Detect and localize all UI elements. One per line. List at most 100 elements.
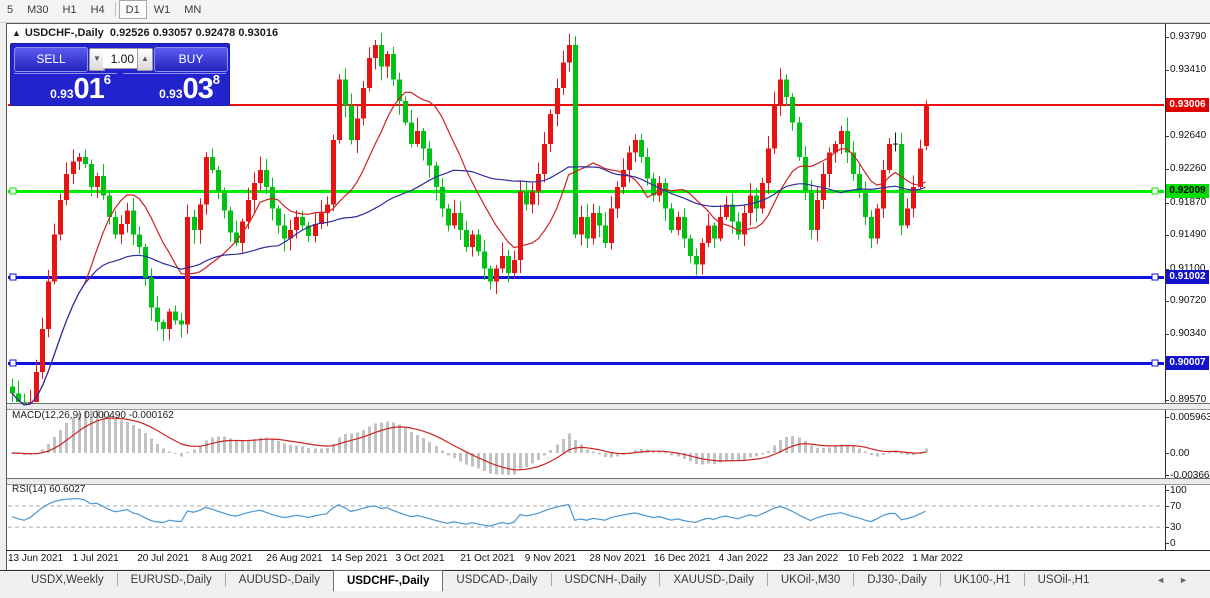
date-axis-label: 28 Nov 2021 [589,553,647,564]
chart-tab-audusd-daily[interactable]: AUDUSD-,Daily [238,574,320,586]
sell-price-display[interactable]: 0.93016 [14,73,117,105]
chart-tab-uk100-h1[interactable]: UK100-,H1 [953,574,1011,586]
macd-axis-tick [1165,417,1169,418]
one-click-collapse-icon[interactable]: ▲ [12,28,21,38]
chart-tab-bar: USDX,Weekly EURUSD-,Daily AUDUSD-,Daily USD… [0,570,1210,593]
rsi-indicator-label: RSI(14) 60.6027 [12,484,85,495]
window-bottom-border [6,550,1210,551]
date-axis-label: 3 Oct 2021 [395,553,445,564]
chart-symbol-period: USDCHF-,Daily [24,27,104,39]
chart-tab-usdcad-daily[interactable]: USDCAD-,Daily [456,574,538,586]
chart-tab-eurusd-daily[interactable]: EURUSD-,Daily [130,574,212,586]
rsi-axis-tick [1165,543,1169,544]
date-axis-label: 23 Jan 2022 [783,553,839,564]
timeframe-toolbar: 5 M30 H1 H4 D1 W1 MN [0,0,1210,23]
timeframe-button-w1[interactable]: W1 [153,4,171,16]
sell-button[interactable]: SELL [14,47,88,72]
price-axis-label: 0.93790 [1170,31,1207,42]
rsi-pane-splitter[interactable] [7,478,1210,485]
volume-input[interactable] [103,48,137,69]
macd-indicator-label: MACD(12,26,9) 0.000490 -0.000162 [12,410,174,421]
tab-separator [550,573,552,587]
hline-anchor[interactable] [9,187,17,195]
price-axis-label: 0.92260 [1170,163,1207,174]
date-axis-label: 26 Aug 2021 [266,553,323,564]
hline-0.90007[interactable] [8,362,1164,365]
date-axis-label: 1 Mar 2022 [912,553,963,564]
price-line-badge-0.93006: 0.93006 [1166,98,1209,112]
chart-tab-dj30-daily[interactable]: DJ30-,Daily [867,574,927,586]
timeframe-button-d1[interactable]: D1 [118,0,147,19]
rsi-axis-label: 30 [1170,522,1182,533]
buy-price-big-digits: 03 [182,73,214,105]
chart-tab-usdcnh-daily[interactable]: USDCNH-,Daily [564,574,647,586]
macd-axis-label: 0.00 [1170,448,1190,459]
tab-separator [939,573,941,587]
buy-price-pip-digit: 8 [212,73,220,87]
price-line-badge-0.92009: 0.92009 [1166,184,1209,198]
date-axis-label: 9 Nov 2021 [524,553,576,564]
date-axis-label: 14 Sep 2021 [331,553,388,564]
chart-tab-usdchf-daily[interactable]: USDCHF-,Daily [332,570,444,591]
tab-scroll-right-icon[interactable]: ► [1179,575,1202,585]
price-axis-tick [1165,203,1169,204]
rsi-axis-tick [1165,490,1169,491]
hline-anchor[interactable] [1151,359,1159,367]
chart-tab-xauusd-daily[interactable]: XAUUSD-,Daily [673,574,754,586]
macd-signal-line [11,417,926,471]
hline-anchor[interactable] [9,359,17,367]
hline-anchor[interactable] [9,273,17,281]
price-axis-tick [1165,235,1169,236]
date-axis-label: 1 Jul 2021 [72,553,119,564]
macd-main-value: 0.000490 [84,410,126,421]
hline-0.92009[interactable] [8,190,1164,193]
volume-increase-button[interactable]: ▲ [137,48,153,71]
tab-separator [224,573,226,587]
price-axis-tick [1165,269,1169,270]
price-axis-label: 0.90720 [1170,295,1207,306]
price-axis-label: 0.90340 [1170,328,1207,339]
date-axis-label: 4 Jan 2022 [718,553,769,564]
price-axis-tick [1165,70,1169,71]
timeframe-button-h4[interactable]: H4 [90,4,105,16]
rsi-axis-tick [1165,506,1169,507]
date-axis-label: 8 Aug 2021 [201,553,253,564]
rsi-line [11,497,926,527]
price-line-badge-0.90007: 0.90007 [1166,356,1209,370]
price-axis-label: 0.93410 [1170,64,1207,75]
timeframe-button-5[interactable]: 5 [7,4,14,16]
tab-separator [766,573,768,587]
hline-0.93006[interactable] [8,104,1164,106]
price-axis-tick [1165,400,1169,401]
hline-anchor[interactable] [1151,187,1159,195]
macd-axis-label: -0.003664 [1170,470,1210,481]
macd-signal-value: -0.000162 [128,410,174,421]
date-axis-label: 21 Oct 2021 [460,553,515,564]
hline-anchor[interactable] [1151,273,1159,281]
one-click-trading-panel: SELL ▼ ▲ BUY 0.93016 0.93038 [10,43,230,106]
price-axis-label: 0.91100 [1170,263,1206,274]
macd-name: MACD(12,26,9) [12,410,82,421]
timeframe-button-m30[interactable]: M30 [27,4,49,16]
buy-price-display[interactable]: 0.93038 [123,73,226,105]
chart-tab-ukoil-m30[interactable]: UKOil-,M30 [780,574,841,586]
timeframe-button-mn[interactable]: MN [184,4,202,16]
price-axis-tick [1165,169,1169,170]
chart-tab-usdx-weekly[interactable]: USDX,Weekly [31,574,104,586]
price-line-badge-0.91002: 0.91002 [1166,270,1209,284]
hline-0.91002[interactable] [8,276,1164,279]
price-axis-label: 0.91490 [1170,229,1207,240]
tab-scroll-left-icon[interactable]: ◄ [1156,575,1180,585]
sell-price-big-digits: 01 [73,73,105,105]
chart-tab-usoil-h1[interactable]: USOil-,H1 [1037,574,1090,586]
sell-price-prefix: 0.93 [50,87,74,101]
buy-button[interactable]: BUY [154,47,228,72]
macd-axis-tick [1165,453,1169,454]
macd-pane-splitter[interactable] [7,403,1210,410]
tab-separator [116,573,118,587]
timeframe-button-h1[interactable]: H1 [62,4,77,16]
price-axis-label: 0.92640 [1170,130,1207,141]
price-axis-tick [1165,301,1169,302]
